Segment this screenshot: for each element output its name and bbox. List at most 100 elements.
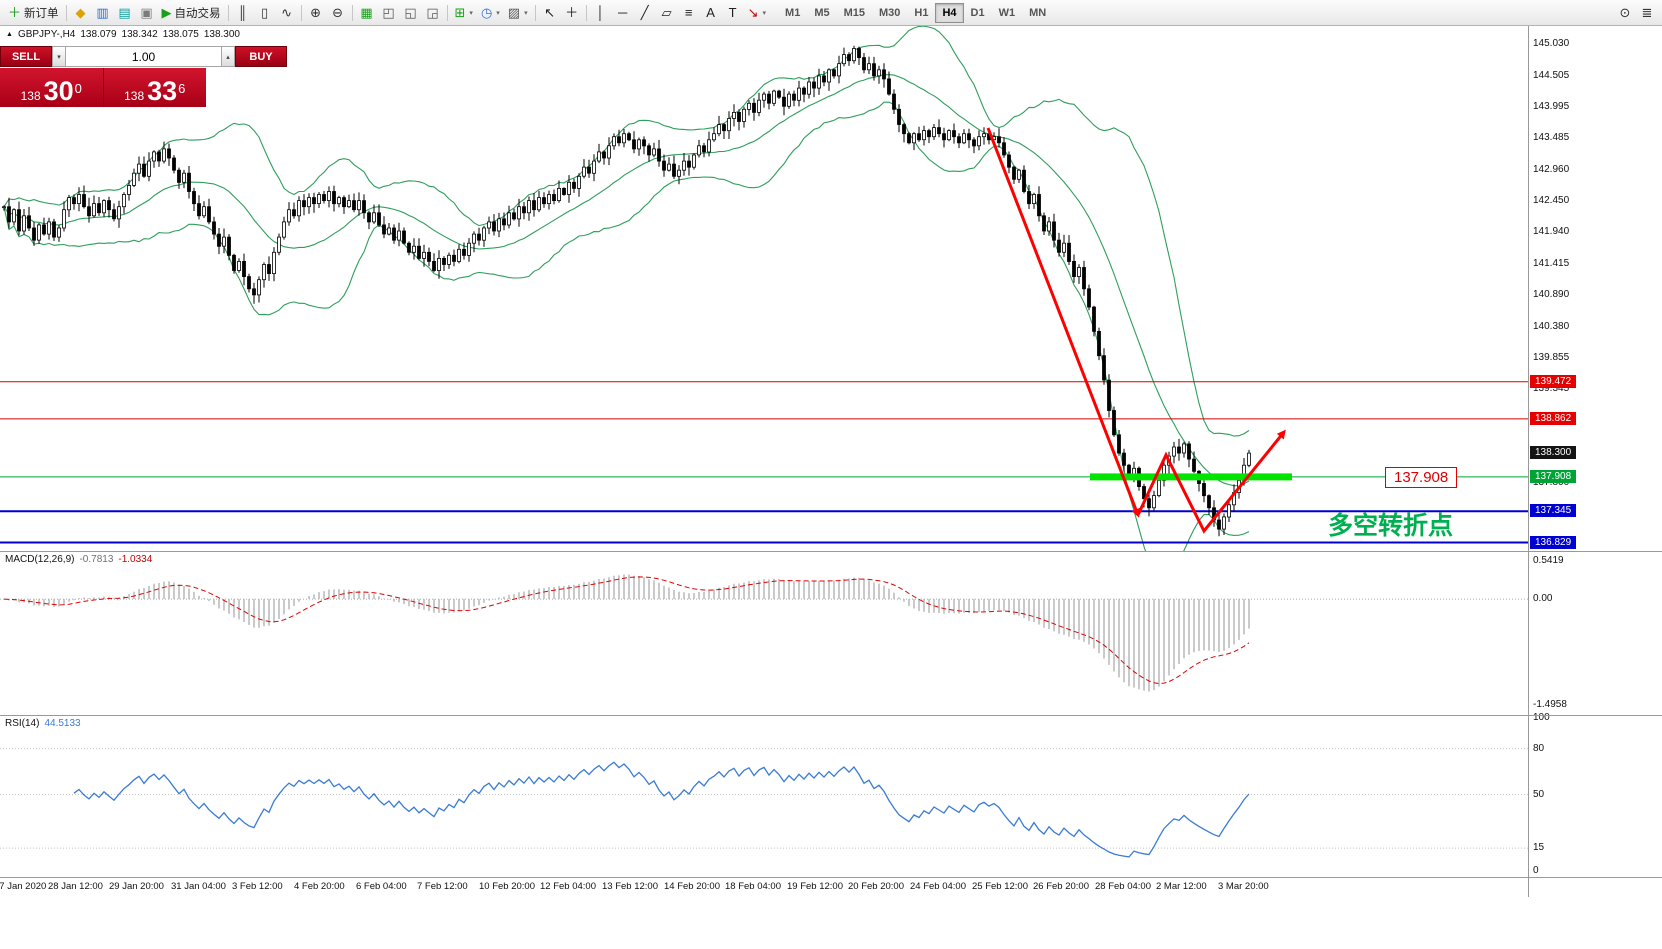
- price-marker: 137.345: [1530, 504, 1577, 517]
- buy-button[interactable]: BUY: [235, 46, 287, 67]
- timeframe-m5-button[interactable]: M5: [814, 6, 830, 19]
- volume-input[interactable]: [66, 46, 221, 67]
- dropdown-caret-icon: ▾: [762, 9, 767, 17]
- line-chart-icon: ∿: [281, 5, 292, 20]
- volume-decrease-button[interactable]: ▾: [52, 46, 66, 67]
- price-marker: 138.300: [1530, 446, 1577, 459]
- price-axis-label: 140.380: [1533, 321, 1570, 332]
- rsi-axis-label: 0: [1533, 865, 1539, 876]
- timeframe-m15-button[interactable]: M15: [843, 6, 865, 19]
- bar-chart-button[interactable]: ║: [232, 2, 254, 23]
- text-icon: A: [706, 5, 715, 20]
- macd-chart-canvas[interactable]: [0, 551, 1528, 715]
- price-marker: 137.908: [1530, 470, 1577, 483]
- auto-trading-button-label: 自动交易: [174, 7, 221, 20]
- data-window-button[interactable]: ▤: [114, 2, 136, 23]
- text-button[interactable]: A: [700, 2, 722, 23]
- candles: [2, 45, 1251, 537]
- price-marker: 136.829: [1530, 536, 1577, 549]
- new-order-icon: ＋: [8, 5, 22, 20]
- sell-price-main: 30: [43, 76, 74, 107]
- timeframe-d1-button[interactable]: D1: [970, 6, 985, 19]
- time-axis-label: 27 Jan 2020: [0, 881, 47, 892]
- terminal-button[interactable]: ▣: [136, 2, 158, 23]
- magnifier-icon: ⊙: [1619, 5, 1631, 20]
- timeframe-m1-button[interactable]: M1: [785, 6, 801, 19]
- zoom-in-icon: ⊕: [310, 5, 321, 20]
- panel-separator[interactable]: [0, 551, 1662, 552]
- rsi-axis-label: 100: [1533, 712, 1550, 723]
- cursor-icon: ↖: [544, 5, 556, 20]
- zoom-in-button[interactable]: ⊕: [305, 2, 327, 23]
- new-chart-button[interactable]: ⊞ ▾: [451, 2, 477, 23]
- time-axis-label: 4 Feb 20:00: [294, 881, 345, 892]
- rsi-name: RSI(14): [5, 718, 40, 729]
- tile-horizontal-button[interactable]: ◱: [400, 2, 422, 23]
- channel-icon: ▱: [661, 5, 672, 20]
- panel-separator[interactable]: [0, 715, 1662, 716]
- rsi-chart-canvas[interactable]: [0, 715, 1528, 877]
- tile-windows-button[interactable]: ▦: [356, 2, 378, 23]
- toolbar-menu-button[interactable]: ≣: [1636, 2, 1658, 23]
- toolbar-search-button[interactable]: ⊙: [1614, 2, 1636, 23]
- fibonacci-button[interactable]: ≡: [678, 2, 700, 23]
- time-axis-label: 7 Feb 12:00: [417, 881, 468, 892]
- time-axis-label: 3 Mar 20:00: [1218, 881, 1269, 892]
- profiles-button[interactable]: ◷ ▾: [477, 2, 504, 23]
- macd-label: MACD(12,26,9) -0.7813 -1.0334: [5, 554, 152, 565]
- candlestick-chart-canvas[interactable]: [0, 26, 1528, 551]
- vertical-line-button[interactable]: │: [590, 2, 612, 23]
- chart-template-button[interactable]: ▨ ▾: [504, 2, 532, 23]
- timeframe-group: M1 M5 M15 M30 H1 H4 D1 W1 MN: [778, 2, 1053, 23]
- line-chart-button[interactable]: ∿: [276, 2, 298, 23]
- arrows-tool-button[interactable]: ↘ ▾: [744, 2, 770, 23]
- rsi-value: 44.5133: [44, 718, 81, 729]
- price-axis-label: 143.995: [1533, 101, 1570, 112]
- cursor-button[interactable]: ↖: [539, 2, 561, 23]
- cascade-windows-button[interactable]: ◰: [378, 2, 400, 23]
- toolbar-right-group: ⊙ ≣: [1614, 2, 1658, 23]
- sell-button[interactable]: SELL: [0, 46, 52, 67]
- chart-plus-icon: ⊞: [454, 5, 466, 20]
- rsi-label: RSI(14) 44.5133: [5, 718, 81, 729]
- time-axis-label: 13 Feb 12:00: [602, 881, 658, 892]
- timeframe-m30-button[interactable]: M30: [879, 6, 901, 19]
- rsi-panel: RSI(14) 44.5133: [0, 715, 1528, 877]
- ohlc-low: 138.075: [162, 29, 199, 40]
- new-order-button[interactable]: ＋新订单: [4, 2, 63, 23]
- toolbar-button-group: ＋新订单 ◆ ▥ ▤ ▣ ▶ 自动交易 ║ ▯ ∿ ⊕ ⊖ ▦ ◰ ◱ ◲ ⊞ ▾ ◷ ▾ ▨ ▾ ↖ ＋ │ ─ ╱ ▱ ≡ A T ↘ ▾: [4, 2, 770, 23]
- candlestick-button[interactable]: ▯: [254, 2, 276, 23]
- trendline-button[interactable]: ╱: [634, 2, 656, 23]
- channel-button[interactable]: ▱: [656, 2, 678, 23]
- time-axis-label: 28 Jan 12:00: [48, 881, 103, 892]
- time-axis-label: 28 Feb 04:00: [1095, 881, 1151, 892]
- buy-price-button[interactable]: 138 33 6: [103, 68, 206, 107]
- tile-vertical-button[interactable]: ◲: [422, 2, 444, 23]
- market-watch-button[interactable]: ▥: [92, 2, 114, 23]
- auto-trading-button[interactable]: ▶ 自动交易: [158, 2, 225, 23]
- price-axis-label: 144.505: [1533, 70, 1570, 81]
- symbol-name: GBPJPY-,H4: [17, 29, 76, 40]
- timeframe-h4-button[interactable]: H4: [935, 2, 964, 23]
- toolbar-separator: [585, 4, 587, 21]
- time-axis-label: 26 Feb 20:00: [1033, 881, 1089, 892]
- play-icon: ▶: [161, 5, 172, 20]
- ohlc-open: 138.079: [80, 29, 117, 40]
- crosshair-button[interactable]: ＋: [561, 2, 583, 23]
- symbol-header: ▲ GBPJPY-,H4 138.079 138.342 138.075 138…: [6, 29, 240, 40]
- timeframe-h1-button[interactable]: H1: [914, 6, 929, 19]
- macd-panel: MACD(12,26,9) -0.7813 -1.0334: [0, 551, 1528, 715]
- time-axis-label: 12 Feb 04:00: [540, 881, 596, 892]
- metaeditor-button[interactable]: ◆: [70, 2, 92, 23]
- volume-increase-button[interactable]: ▴: [221, 46, 235, 67]
- horizontal-line-icon: ─: [618, 5, 628, 20]
- timeframe-mn-button[interactable]: MN: [1029, 6, 1047, 19]
- horizontal-line-button[interactable]: ─: [612, 2, 634, 23]
- sell-price-button[interactable]: 138 30 0: [0, 68, 104, 107]
- label-button[interactable]: T: [722, 2, 744, 23]
- top-toolbar: ＋新订单 ◆ ▥ ▤ ▣ ▶ 自动交易 ║ ▯ ∿ ⊕ ⊖ ▦ ◰ ◱ ◲ ⊞ ▾ ◷ ▾ ▨ ▾ ↖ ＋ │ ─ ╱ ▱ ≡ A T ↘ ▾ …: [0, 0, 1662, 26]
- timeframe-w1-button[interactable]: W1: [998, 6, 1016, 19]
- zoom-out-button[interactable]: ⊖: [327, 2, 349, 23]
